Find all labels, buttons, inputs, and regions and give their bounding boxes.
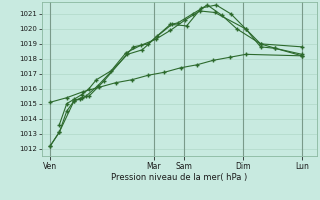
X-axis label: Pression niveau de la mer( hPa ): Pression niveau de la mer( hPa ) bbox=[111, 173, 247, 182]
